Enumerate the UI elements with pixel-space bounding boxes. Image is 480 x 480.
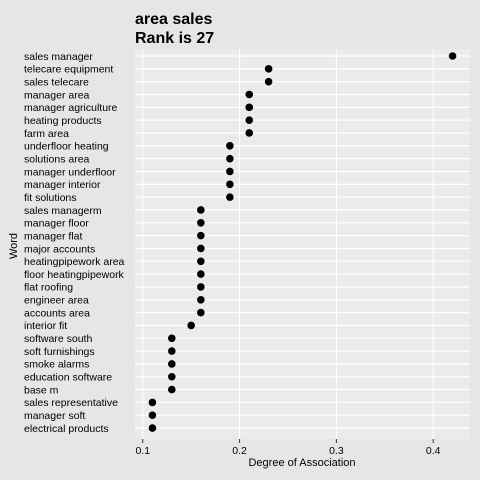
y-tick-label: accounts area — [24, 307, 90, 319]
x-tick-label: 0.4 — [426, 445, 441, 457]
x-gridlines — [142, 49, 434, 439]
y-tick-label: manager interior — [24, 179, 101, 191]
data-point — [197, 206, 205, 214]
y-tick-label: software south — [24, 333, 92, 345]
data-point — [167, 372, 176, 381]
y-tick-label: solutions area — [24, 153, 90, 165]
y-tick-label: sales representative — [24, 397, 118, 409]
data-point — [245, 103, 254, 112]
data-point — [245, 129, 254, 137]
y-gridlines — [135, 55, 470, 429]
y-tick-label: floor heatingpipework — [24, 269, 125, 281]
x-tick-label: 0.3 — [329, 445, 344, 457]
x-tick-labels: 0.1 0.2 0.3 0.4 — [135, 445, 440, 457]
y-tick-label: sales telecare — [24, 76, 89, 88]
y-tick-label: manager floor — [24, 218, 89, 230]
y-tick-label: manager area — [24, 89, 90, 101]
y-tick-label: sales manager — [24, 51, 93, 63]
y-tick-label: farm area — [24, 128, 69, 140]
chart-subtitle: Rank is 27 — [135, 30, 214, 47]
y-tick-label: fit solutions — [24, 192, 77, 204]
y-tick-label: electrical products — [24, 423, 109, 435]
data-point — [245, 90, 254, 99]
y-tick-label: smoke alarms — [24, 359, 89, 371]
data-point — [226, 142, 234, 150]
data-point — [448, 52, 457, 60]
y-axis-label: Word — [8, 233, 20, 259]
data-point — [226, 154, 234, 163]
data-point — [264, 77, 273, 86]
data-point — [187, 321, 195, 330]
data-point — [226, 180, 234, 189]
x-tick-marks — [142, 439, 434, 443]
y-tick-label: manager flat — [24, 230, 82, 242]
data-point — [197, 270, 205, 278]
data-point — [197, 295, 205, 304]
y-tick-label: manager soft — [24, 410, 85, 422]
data-points — [148, 52, 457, 432]
data-point — [226, 167, 234, 176]
y-tick-label: manager agriculture — [24, 102, 118, 114]
data-point — [197, 231, 205, 240]
x-tick-label: 0.2 — [232, 445, 247, 457]
y-tick-label: telecare equipment — [24, 64, 113, 76]
data-point — [197, 308, 205, 317]
y-tick-label: manager underfloor — [24, 166, 116, 178]
y-tick-label: heating products — [24, 115, 102, 127]
y-tick-label: sales managerm — [24, 205, 102, 217]
y-tick-label: flat roofing — [24, 282, 73, 294]
data-point — [148, 398, 157, 407]
data-point — [197, 218, 205, 227]
plot-panel — [135, 49, 470, 439]
data-point — [167, 385, 176, 394]
data-point — [148, 411, 157, 420]
data-point — [245, 116, 254, 124]
y-tick-label: interior fit — [24, 320, 67, 332]
data-point — [148, 424, 157, 432]
y-tick-label: underfloor heating — [24, 141, 109, 153]
y-tick-label: engineer area — [24, 295, 89, 307]
data-point — [226, 193, 234, 201]
data-point — [167, 347, 176, 355]
data-point — [167, 360, 176, 368]
y-tick-label: education software — [24, 372, 112, 384]
data-point — [197, 257, 205, 266]
data-point — [197, 244, 205, 253]
y-tick-label: major accounts — [24, 243, 95, 255]
y-tick-label: soft furnishings — [24, 346, 95, 358]
chart-title: area sales — [135, 11, 213, 28]
data-point — [167, 334, 176, 343]
y-tick-label: heatingpipework area — [24, 256, 125, 268]
data-point — [264, 65, 273, 73]
x-tick-label: 0.1 — [135, 445, 150, 457]
data-point — [197, 283, 205, 291]
y-tick-label: base m — [24, 384, 59, 396]
x-axis-label: Degree of Association — [248, 457, 355, 469]
